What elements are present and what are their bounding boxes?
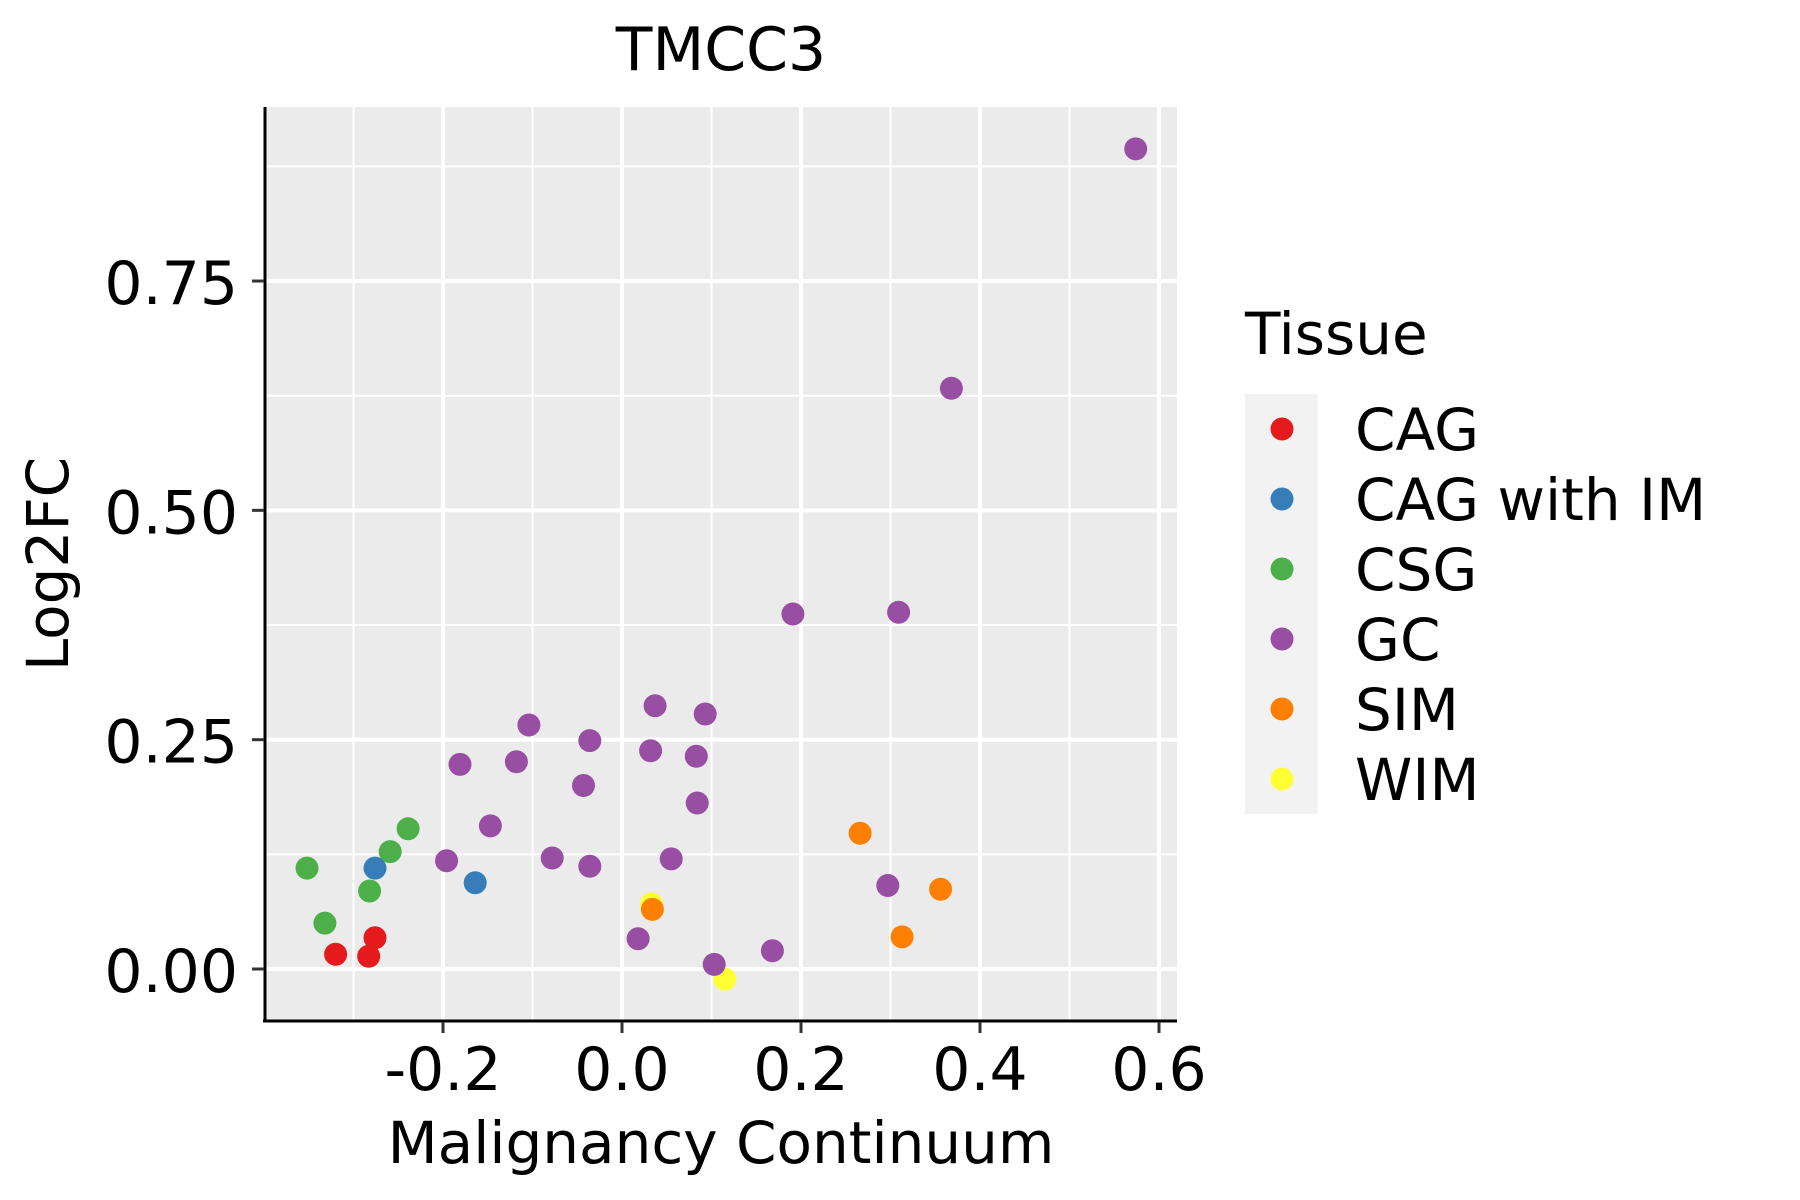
- x-tick-label: 0.4: [932, 1035, 1027, 1105]
- data-point-gc: [578, 854, 602, 878]
- chart-title: TMCC3: [615, 15, 826, 85]
- data-point-csg: [295, 856, 319, 880]
- legend-key-gc: [1270, 627, 1294, 651]
- y-tick-label: 0.50: [104, 478, 238, 548]
- x-axis-title: Malignancy Continuum: [388, 1109, 1055, 1177]
- x-axis-ticks: -0.2 0.0 0.2 0.4 0.6: [384, 1022, 1207, 1105]
- data-point-csg: [378, 840, 402, 864]
- minor-gridlines: [266, 107, 1177, 1020]
- data-point-cag: [324, 942, 348, 966]
- data-point-csg: [313, 911, 337, 935]
- data-point-csg: [358, 879, 382, 903]
- data-point-cag-with-im: [363, 856, 387, 880]
- y-tick-label: 0.25: [104, 708, 238, 778]
- x-tick-label: 0.6: [1111, 1035, 1206, 1105]
- data-point-gc: [572, 774, 595, 797]
- data-point-gc: [760, 939, 784, 963]
- data-point-gc: [887, 600, 911, 624]
- x-tick-label: -0.2: [384, 1035, 501, 1105]
- data-point-gc: [876, 874, 900, 897]
- data-point-gc: [504, 750, 528, 774]
- data-point-cag: [363, 926, 387, 950]
- data-point-sim: [640, 897, 664, 921]
- data-points: [295, 137, 1148, 991]
- data-point-gc: [639, 739, 663, 763]
- data-point-gc: [939, 376, 963, 400]
- data-point-csg: [396, 817, 420, 841]
- data-point-gc: [684, 744, 708, 768]
- data-point-gc: [517, 713, 541, 737]
- legend-label: WIM: [1355, 746, 1480, 814]
- x-tick-label: 0.0: [574, 1035, 669, 1105]
- legend-key-cag: [1270, 417, 1294, 441]
- data-point-gc: [435, 849, 459, 873]
- data-point-sim: [890, 925, 914, 949]
- data-point-gc: [781, 602, 805, 626]
- legend-label: SIM: [1355, 676, 1459, 744]
- data-point-gc: [448, 752, 472, 776]
- legend-key-sim: [1270, 697, 1294, 721]
- data-point-gc: [702, 952, 726, 976]
- legend-key-background: [1245, 394, 1318, 814]
- data-point-gc: [1124, 137, 1148, 161]
- data-point-cag-with-im: [463, 871, 487, 895]
- data-point-gc: [578, 729, 602, 753]
- legend-key-wim: [1270, 767, 1294, 791]
- data-point-sim: [848, 821, 872, 845]
- data-point-gc: [659, 847, 683, 871]
- plot-panel: [266, 107, 1177, 1020]
- legend-key-csg: [1270, 557, 1294, 581]
- data-point-sim: [929, 877, 953, 901]
- y-tick-label: 0.75: [104, 249, 238, 319]
- data-point-gc: [693, 702, 717, 726]
- legend-label: CSG: [1355, 536, 1477, 604]
- x-tick-label: 0.2: [753, 1035, 848, 1105]
- data-point-gc: [540, 846, 564, 870]
- data-point-cag: [357, 944, 381, 968]
- legend-title: Tissue: [1244, 300, 1428, 368]
- data-point-gc: [643, 694, 667, 718]
- y-axis-title: Log2FC: [14, 457, 82, 671]
- y-axis-ticks: 0.00 0.25 0.50 0.75: [104, 249, 264, 1007]
- legend-key-cag-with-im: [1270, 487, 1294, 511]
- data-point-gc: [626, 927, 650, 951]
- legend-label: GC: [1355, 606, 1440, 674]
- data-point-gc: [478, 814, 502, 838]
- y-tick-label: 0.00: [104, 937, 238, 1007]
- data-point-gc: [685, 791, 709, 815]
- legend-label: CAG: [1355, 396, 1479, 464]
- legend-label: CAG with IM: [1355, 466, 1706, 534]
